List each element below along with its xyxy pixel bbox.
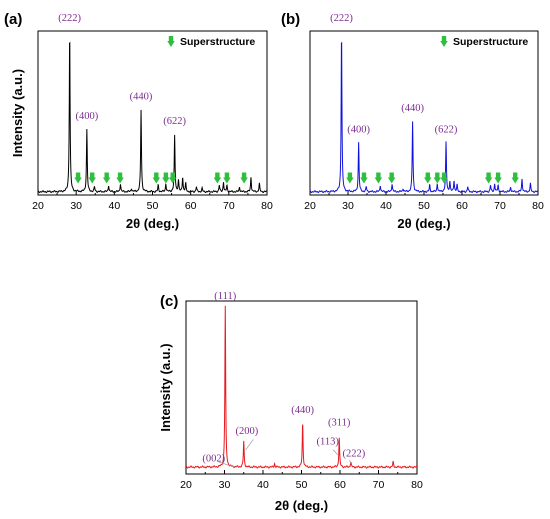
- panel-a: (a) 20 30 40 50 60 70 80 2θ (deg.) Intensity (a.…: [4, 11, 273, 231]
- peak-label-c-1: (002): [202, 454, 225, 465]
- x-axis-title-c: 2θ (deg.): [275, 498, 328, 513]
- pattern-line-c: [185, 305, 418, 469]
- superstructure-marker-b-6: [440, 172, 448, 184]
- superstructure-marker-b-1: [360, 172, 368, 184]
- superstructure-marker-b-0: [346, 172, 354, 184]
- peak-label-b-2: (440): [401, 103, 424, 114]
- peak-label-a-3: (622): [163, 116, 186, 127]
- x-axis-title-a: 2θ (deg.): [126, 216, 179, 231]
- superstructure-marker-b-9: [511, 172, 519, 184]
- x-tick-label-c-20: 20: [180, 479, 192, 491]
- superstructure-marker-b-4: [424, 172, 432, 184]
- x-tick-label-a-50: 50: [147, 200, 159, 212]
- plot-frame-c: [185, 300, 418, 475]
- peak-label-c-3: (440): [291, 405, 314, 416]
- superstructure-marker-b-3: [387, 172, 396, 184]
- superstructure-marker-a-3: [116, 172, 124, 184]
- x-tick-label-c-60: 60: [334, 479, 346, 491]
- peak-label-c-6: (222): [342, 448, 365, 459]
- x-tick-label-b-80: 80: [532, 200, 544, 212]
- superstructure-marker-b-2: [374, 172, 383, 184]
- superstructure-marker-a-5: [162, 172, 170, 184]
- x-tick-label-c-40: 40: [257, 479, 269, 491]
- peak-label-c-0: (111): [214, 291, 236, 302]
- x-tick-label-c-30: 30: [219, 479, 231, 491]
- x-tick-label-a-20: 20: [32, 200, 44, 212]
- superstructure-marker-a-8: [223, 172, 231, 184]
- legend-label-b: Superstructure: [453, 36, 528, 48]
- x-tick-label-a-60: 60: [185, 200, 197, 212]
- x-tick-label-b-40: 40: [380, 200, 392, 212]
- superstructure-marker-a-0: [74, 172, 82, 184]
- pattern-line-a: [37, 41, 268, 194]
- superstructure-marker-a-2: [102, 172, 111, 184]
- legend-a: Superstructure: [167, 36, 255, 48]
- peak-label-a-2: (440): [130, 92, 153, 103]
- panel-label-a: (a): [4, 11, 22, 28]
- x-tick-label-b-50: 50: [418, 200, 430, 212]
- panel-b: (b) 20 30 40 50 60 70 80 2θ (deg.) (222) (400) (44…: [281, 11, 544, 231]
- panel-c: (c) 20 30 40 50 60 70 80 2θ (deg.) Intensity (a.…: [158, 291, 423, 513]
- legend-arrow-icon-b: [440, 36, 448, 47]
- superstructure-marker-b-8: [494, 172, 502, 184]
- x-tick-label-a-40: 40: [108, 200, 120, 212]
- legend-arrow-icon-a: [167, 36, 175, 47]
- x-axis-title-b: 2θ (deg.): [397, 216, 450, 231]
- panel-label-b: (b): [281, 11, 300, 28]
- superstructure-marker-b-5: [433, 172, 442, 184]
- plot-area-b: 20 30 40 50 60 70 80 2θ (deg.) (222) (400) (440) (6…: [304, 13, 544, 231]
- panel-label-c: (c): [160, 293, 178, 310]
- x-tick-label-c-80: 80: [411, 479, 423, 491]
- x-tick-label-b-60: 60: [456, 200, 468, 212]
- superstructure-marker-a-9: [240, 172, 248, 184]
- x-tick-label-b-20: 20: [304, 200, 316, 212]
- peak-label-b-0: (222): [330, 13, 353, 24]
- peak-label-c-2: (200): [235, 426, 258, 437]
- leader-line-c-0: [218, 461, 235, 468]
- x-tick-label-a-30: 30: [70, 200, 82, 212]
- legend-b: Superstructure: [440, 36, 528, 48]
- x-tick-label-a-70: 70: [223, 200, 235, 212]
- x-tick-label-c-50: 50: [296, 479, 308, 491]
- x-tick-label-c-70: 70: [373, 479, 385, 491]
- peak-label-a-0: (222): [58, 13, 81, 24]
- peak-label-b-1: (400): [347, 124, 370, 135]
- plot-area-c: 20 30 40 50 60 70 80 2θ (deg.) Intensity (a.u.) (…: [158, 291, 423, 513]
- superstructure-marker-a-6: [168, 172, 177, 184]
- peak-label-b-3: (622): [435, 124, 458, 135]
- y-axis-title-a: Intensity (a.u.): [10, 69, 25, 157]
- leader-line-c-3: [349, 460, 352, 464]
- superstructure-marker-b-7: [484, 172, 493, 184]
- plot-frame-b: [309, 30, 539, 196]
- legend-label-a: Superstructure: [180, 36, 255, 48]
- y-axis-title-c: Intensity (a.u.): [158, 343, 173, 431]
- plot-area-a: 20 30 40 50 60 70 80 2θ (deg.) Intensity (a.u.) (…: [10, 13, 273, 231]
- pattern-line-b: [309, 41, 539, 194]
- peak-label-c-4: (113): [317, 436, 340, 447]
- x-tick-label-b-70: 70: [494, 200, 506, 212]
- peak-label-c-5: (311): [328, 417, 351, 428]
- leader-line-c-2: [332, 449, 339, 456]
- leader-line-c-1: [245, 439, 254, 450]
- peak-label-a-1: (400): [75, 111, 98, 122]
- plot-frame-a: [37, 30, 268, 196]
- superstructure-marker-a-4: [152, 172, 161, 184]
- x-tick-label-b-30: 30: [342, 200, 354, 212]
- superstructure-marker-a-1: [88, 172, 96, 184]
- x-tick-label-a-80: 80: [261, 200, 273, 212]
- superstructure-marker-a-7: [213, 172, 222, 184]
